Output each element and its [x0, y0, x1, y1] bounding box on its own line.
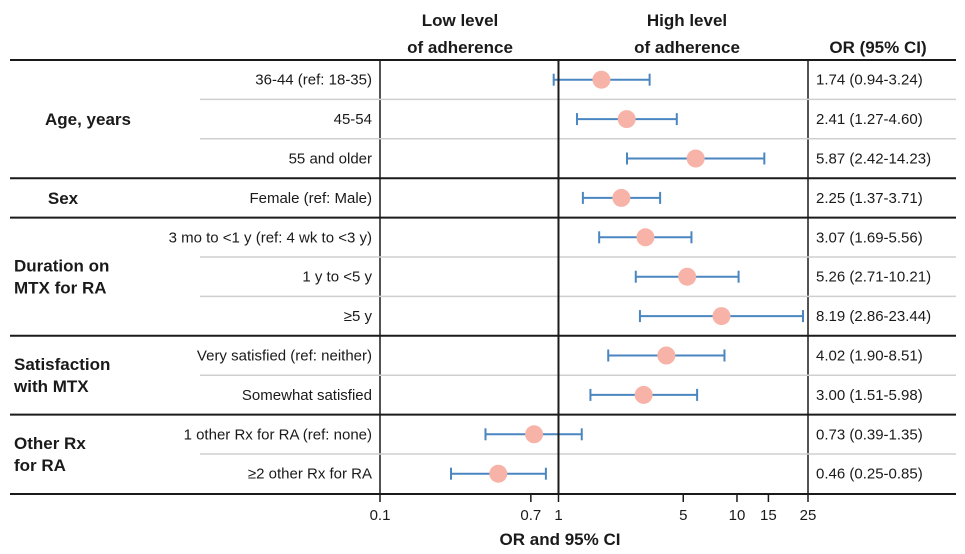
- or-point: [636, 228, 655, 247]
- row-label: 36-44 (ref: 18-35): [255, 72, 372, 89]
- row-labels: 36-44 (ref: 18-35) 45-54 55 and older Femal…: [169, 72, 373, 483]
- header-low-adherence-line1: Low level: [422, 11, 499, 30]
- or-point: [592, 70, 611, 89]
- estimates: [450, 70, 805, 483]
- or-point: [678, 267, 697, 286]
- group-label: Age, years: [45, 110, 131, 129]
- row-label: ≥2 other Rx for RA: [248, 466, 372, 483]
- or-ci-value: 8.19 (2.86-23.44): [816, 308, 931, 325]
- row-dividers: [10, 98, 956, 455]
- row-label: 55 and older: [289, 151, 372, 168]
- x-tick-label: 10: [729, 507, 746, 524]
- or-ci-value: 3.00 (1.51-5.98): [816, 387, 923, 404]
- x-tick-label: 1: [554, 507, 562, 524]
- group-label: Other Rx: [14, 434, 86, 453]
- or-ci-value: 3.07 (1.69-5.56): [816, 229, 923, 246]
- x-axis: 0.1 0.7 1 5 10 15 25: [370, 494, 817, 524]
- group-label: Sex: [48, 189, 79, 208]
- header-low-adherence-line2: of adherence: [407, 38, 513, 57]
- x-tick-label: 0.1: [370, 507, 391, 524]
- row-label: Female (ref: Male): [249, 190, 372, 207]
- or-point: [712, 307, 731, 326]
- x-axis-title: OR and 95% CI: [500, 530, 621, 549]
- row-label: Very satisfied (ref: neither): [197, 348, 372, 365]
- or-point: [617, 110, 636, 129]
- group-label: Duration on: [14, 257, 109, 276]
- group-label: with MTX: [13, 377, 89, 396]
- header-high-adherence-line1: High level: [647, 11, 727, 30]
- or-ci-value: 0.46 (0.25-0.85): [816, 466, 923, 483]
- group-labels: Age, years Sex Duration on MTX for RA Satisf…: [13, 110, 131, 475]
- x-tick-label: 0.7: [520, 507, 541, 524]
- x-tick-label: 15: [760, 507, 777, 524]
- header-or-ci: OR (95% CI): [829, 38, 926, 57]
- or-ci-value: 5.26 (2.71-10.21): [816, 269, 931, 286]
- row-label: 3 mo to <1 y (ref: 4 wk to <3 y): [169, 229, 372, 246]
- row-label: 45-54: [334, 111, 372, 128]
- group-label: MTX for RA: [14, 279, 107, 298]
- row-label: ≥5 y: [344, 308, 373, 325]
- x-tick-label: 25: [800, 507, 817, 524]
- or-point: [634, 385, 653, 404]
- group-label: for RA: [14, 456, 66, 475]
- row-label: 1 y to <5 y: [302, 269, 372, 286]
- or-point: [686, 149, 705, 168]
- or-ci-value: 2.41 (1.27-4.60): [816, 111, 923, 128]
- row-label: Somewhat satisfied: [242, 387, 372, 404]
- or-point: [489, 464, 508, 483]
- row-label: 1 other Rx for RA (ref: none): [184, 426, 372, 443]
- or-ci-value: 1.74 (0.94-3.24): [816, 72, 923, 89]
- or-ci-value: 5.87 (2.42-14.23): [816, 151, 931, 168]
- header-high-adherence-line2: of adherence: [634, 38, 740, 57]
- or-values: 1.74 (0.94-3.24) 2.41 (1.27-4.60) 5.87 (2.…: [816, 72, 931, 483]
- or-point: [525, 425, 544, 444]
- or-ci-value: 0.73 (0.39-1.35): [816, 426, 923, 443]
- or-point: [612, 188, 631, 207]
- x-tick-label: 5: [679, 507, 687, 524]
- or-ci-value: 2.25 (1.37-3.71): [816, 190, 923, 207]
- or-point: [657, 346, 676, 365]
- or-ci-value: 4.02 (1.90-8.51): [816, 348, 923, 365]
- group-label: Satisfaction: [14, 355, 110, 374]
